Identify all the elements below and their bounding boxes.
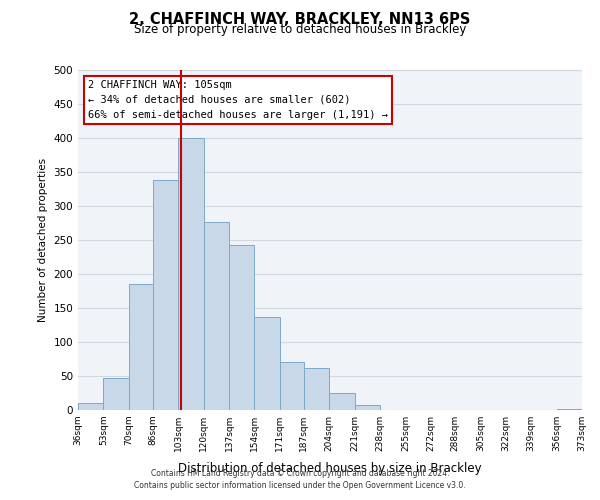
Bar xyxy=(355,404,380,410)
Bar xyxy=(557,408,582,410)
Bar xyxy=(129,284,153,410)
Bar xyxy=(304,368,329,410)
X-axis label: Distribution of detached houses by size in Brackley: Distribution of detached houses by size … xyxy=(178,462,482,475)
Bar xyxy=(254,317,280,410)
Bar xyxy=(78,403,103,410)
Text: Contains HM Land Registry data © Crown copyright and database right 2024.
Contai: Contains HM Land Registry data © Crown c… xyxy=(134,468,466,490)
Bar xyxy=(229,246,254,410)
Text: Size of property relative to detached houses in Brackley: Size of property relative to detached ho… xyxy=(134,22,466,36)
Text: 2 CHAFFINCH WAY: 105sqm
← 34% of detached houses are smaller (602)
66% of semi-d: 2 CHAFFINCH WAY: 105sqm ← 34% of detache… xyxy=(88,80,388,120)
Bar xyxy=(329,393,355,410)
Bar xyxy=(103,378,129,410)
Text: 2, CHAFFINCH WAY, BRACKLEY, NN13 6PS: 2, CHAFFINCH WAY, BRACKLEY, NN13 6PS xyxy=(130,12,470,28)
Y-axis label: Number of detached properties: Number of detached properties xyxy=(38,158,48,322)
Bar xyxy=(203,222,229,410)
Bar xyxy=(153,180,178,410)
Bar xyxy=(178,138,203,410)
Bar xyxy=(280,362,304,410)
